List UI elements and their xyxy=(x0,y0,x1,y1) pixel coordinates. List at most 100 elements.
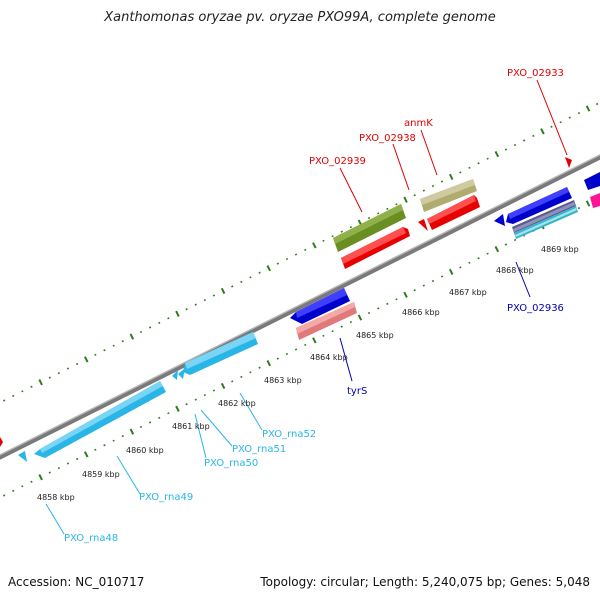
minor-tick xyxy=(121,435,124,438)
minor-tick xyxy=(2,399,6,402)
major-tick xyxy=(84,451,89,458)
minor-tick xyxy=(422,284,426,287)
minor-tick xyxy=(94,448,97,451)
minor-tick xyxy=(12,489,15,493)
minor-tick xyxy=(231,285,234,288)
minor-tick xyxy=(21,390,24,393)
minor-tick xyxy=(504,148,508,151)
minor-tick xyxy=(440,180,444,183)
minor-tick xyxy=(139,330,143,334)
feature-tyrs-blue[interactable] xyxy=(290,288,350,324)
feature-pxo-02936-stack xyxy=(512,200,578,239)
minor-tick xyxy=(577,206,581,210)
accession-label: Accession: NC_010717 xyxy=(8,575,145,589)
genome-backbone-highlight xyxy=(0,154,600,456)
minor-tick xyxy=(395,298,398,301)
major-tick xyxy=(38,379,43,386)
major-tick xyxy=(403,291,408,298)
minor-tick xyxy=(276,262,280,265)
minor-tick xyxy=(112,344,115,347)
feature-pxo-02939-red[interactable] xyxy=(341,227,410,269)
minor-tick xyxy=(240,375,243,378)
minor-tick xyxy=(103,349,106,352)
major-tick xyxy=(540,128,545,135)
lower-tick-track xyxy=(2,197,599,497)
minor-tick xyxy=(413,289,416,292)
feature-right-blue[interactable] xyxy=(584,172,600,208)
minor-tick xyxy=(431,184,435,188)
minor-tick xyxy=(94,353,97,356)
minor-tick xyxy=(468,261,471,264)
feature-rna-cluster[interactable] xyxy=(172,332,258,380)
minor-tick xyxy=(486,157,489,160)
minor-tick xyxy=(231,380,234,383)
major-tick xyxy=(448,173,454,181)
feature-pxo-02938[interactable] xyxy=(418,195,480,231)
minor-tick xyxy=(212,389,216,392)
major-tick xyxy=(220,287,226,295)
major-tick xyxy=(585,200,591,207)
feature-rna-48[interactable] xyxy=(18,451,27,462)
map-title: Xanthomonas oryzae pv. oryzae PXO99A, co… xyxy=(104,10,496,25)
minor-tick xyxy=(294,253,298,256)
minor-tick xyxy=(367,216,371,220)
scale-label: 4866 kbp xyxy=(402,308,440,317)
minor-tick xyxy=(167,317,170,320)
upper-tick-track xyxy=(2,102,599,402)
feature-pxo-02933[interactable] xyxy=(565,157,572,168)
minor-tick xyxy=(285,352,289,356)
minor-tick xyxy=(2,494,6,497)
minor-tick xyxy=(203,393,207,397)
label-pxo-rna48: PXO_rna48 xyxy=(64,533,118,544)
scale-label: 4869 kbp xyxy=(541,245,579,254)
label-pxo-02933: PXO_02933 xyxy=(507,68,564,79)
label-anmk: anmK xyxy=(404,118,433,129)
minor-tick xyxy=(513,238,517,242)
major-tick xyxy=(84,356,89,363)
minor-tick xyxy=(422,189,426,192)
major-tick xyxy=(403,196,408,203)
minor-tick xyxy=(48,376,51,379)
feature-pxo-02936[interactable] xyxy=(494,187,572,226)
minor-tick xyxy=(66,462,70,465)
feature-tyrs[interactable] xyxy=(296,302,357,340)
minor-tick xyxy=(148,326,152,329)
minor-tick xyxy=(459,171,462,174)
minor-tick xyxy=(112,439,115,442)
minor-tick xyxy=(340,325,343,328)
minor-tick xyxy=(367,311,371,315)
minor-tick xyxy=(139,425,143,429)
label-tyrs: tyrS xyxy=(347,386,367,397)
feature-pxo-02939[interactable] xyxy=(333,204,406,252)
minor-tick xyxy=(322,334,325,337)
major-tick xyxy=(585,105,591,112)
minor-tick xyxy=(395,203,398,206)
scale-label: 4862 kbp xyxy=(218,399,256,408)
minor-tick xyxy=(75,362,79,366)
major-tick xyxy=(129,428,135,435)
minor-tick xyxy=(377,212,380,215)
minor-tick xyxy=(322,239,325,242)
scale-label: 4858 kbp xyxy=(37,493,75,502)
minor-tick xyxy=(285,257,289,261)
major-tick xyxy=(220,382,226,390)
major-tick xyxy=(175,310,180,317)
minor-tick xyxy=(386,207,389,210)
minor-tick xyxy=(30,385,33,388)
minor-tick xyxy=(258,366,261,369)
minor-tick xyxy=(212,294,216,297)
minor-tick xyxy=(304,343,307,347)
major-tick xyxy=(357,314,363,321)
minor-tick xyxy=(158,321,161,325)
minor-tick xyxy=(377,307,380,310)
minor-tick xyxy=(331,330,334,333)
label-pxo-02938: PXO_02938 xyxy=(359,133,416,144)
minor-tick xyxy=(276,357,280,360)
feature-left-edge xyxy=(0,437,3,447)
feature-rna-49[interactable] xyxy=(34,381,166,458)
minor-tick xyxy=(158,416,161,420)
scale-label: 4861 kbp xyxy=(172,422,210,431)
major-tick xyxy=(175,405,180,412)
feature-anmk[interactable] xyxy=(420,179,477,212)
